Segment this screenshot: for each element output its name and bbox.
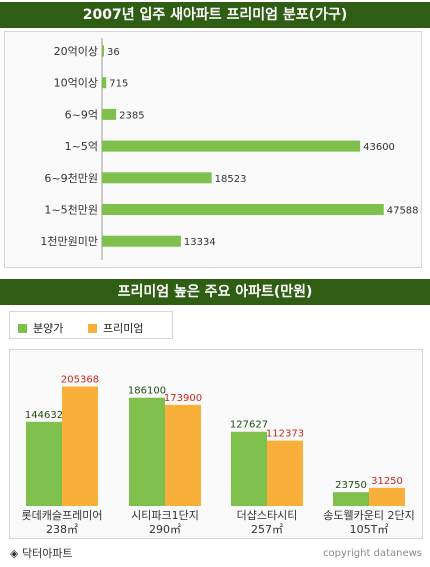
legend-item-sale-price: 분양가 [18,320,63,336]
chart1-value-label: 715 [109,79,128,90]
chart1-value-label: 13334 [184,237,216,248]
chart1-bar [102,140,361,152]
chart1-title: 2007년 입주 새아파트 프리미엄 분포(가구) [0,2,430,28]
chart1-value-label: 43600 [363,142,395,153]
chart1-category-label: 6~9천만원 [44,171,98,185]
chart2-value-label: 186100 [128,386,166,397]
chart1-bar [102,204,384,215]
chart2-bar-premium [267,440,303,506]
chart1-bar [102,77,107,89]
chart1-value-label: 18523 [215,174,247,185]
chart1-value-label: 47588 [387,206,419,217]
chart2-value-label: 112373 [266,429,304,440]
chart2-value-label: 205368 [61,375,99,386]
chart2-category-name: 시티파크1단지 [131,509,199,522]
legend-label-premium: 프리미엄 [103,322,144,335]
chart2-value-label: 31250 [371,476,403,487]
copyright-label: copyright datanews [323,548,422,559]
legend-label-sale-price: 분양가 [33,322,64,335]
chart2-bar-sale-price [26,421,62,506]
chart2-title: 프리미엄 높은 주요 아파트(만원) [0,279,430,305]
premium-distribution-chart: 20억이상 36 10억이상 715 6~9억 2385 1~5억 43600 6~9천만원 18… [40,38,419,260]
source-label: ◈ 닥터아파트 [10,547,73,560]
chart1-bar [102,172,212,184]
legend-swatch-premium [88,324,97,333]
chart2-value-label: 23750 [335,480,367,491]
chart2-category-size: 105T㎡ [350,523,389,536]
chart2-bar-premium [369,487,405,506]
chart1-bar [102,108,117,120]
chart1-value-label: 2385 [119,110,144,121]
chart2-legend: 분양가 프리미엄 [9,311,173,339]
chart1-panel: 20억이상 36 10억이상 715 6~9억 2385 1~5억 43600 6~9천만원 18… [4,31,422,268]
chart1-category-label: 6~9억 [65,108,98,121]
chart2-bar-sale-price [129,397,165,506]
chart1-category-label: 1~5억 [65,140,98,153]
chart2-category-name: 송도웰카운티 2단지 [323,509,414,522]
chart1-category-label: 1~5천만원 [44,203,98,217]
chart2-bar-sale-price [333,492,369,506]
chart2-panel: 144632 205368 롯데캐슬프레미어 238㎡ 186100 173900 시티파크… [9,349,423,539]
chart2-value-label: 144632 [25,410,63,421]
chart2-bar-sale-price [231,431,267,506]
chart2-bar-premium [62,386,98,506]
legend-swatch-sale-price [18,324,27,333]
chart2-category-size: 238㎡ [46,523,78,536]
chart2-category-name: 더샵스타시티 [237,509,298,522]
chart2-bar-premium [165,404,201,506]
legend-item-premium: 프리미엄 [88,320,143,336]
chart2-category-size: 257㎡ [251,523,283,536]
chart2-category-size: 290㎡ [149,523,181,536]
chart1-bar [102,45,104,57]
chart1-category-label: 1천만원미만 [40,234,98,248]
chart1-value-label: 36 [107,47,120,58]
chart2-value-label: 127627 [230,420,268,431]
chart1-category-label: 20억이상 [54,45,98,58]
chart2-category-name: 롯데캐슬프레미어 [22,509,103,522]
chart1-category-label: 10억이상 [54,77,98,90]
chart1-bar [102,235,181,247]
chart2-value-label: 173900 [164,393,202,404]
